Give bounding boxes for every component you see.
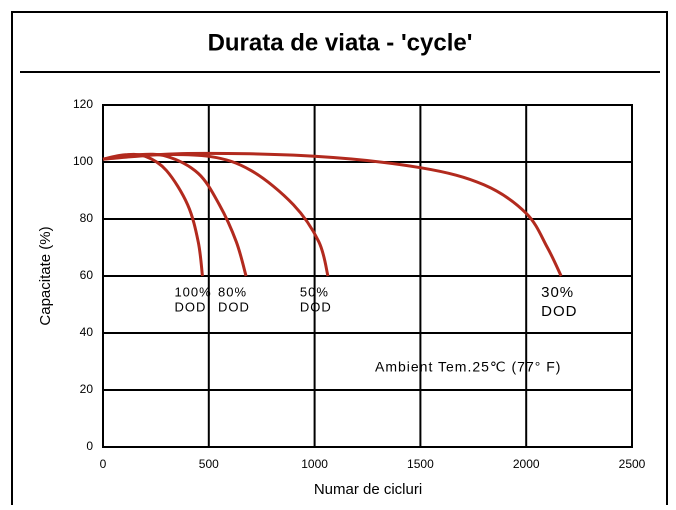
chart-title: Durata de viata - 'cycle' [208,29,473,56]
y-tick-label: 40 [80,325,94,339]
annotation: DOD [541,303,577,320]
x-tick-label: 2000 [513,457,540,471]
x-tick-label: 1000 [301,457,328,471]
y-tick-label: 20 [80,382,94,396]
y-tick-label: 80 [80,211,94,225]
x-tick-label: 1500 [407,457,434,471]
annotation: 100% [174,284,211,299]
y-tick-label: 100 [73,154,93,168]
y-axis-label: Capacitate (%) [37,226,54,325]
annotation: DOD [300,299,332,314]
curve [102,151,563,277]
curve [102,152,248,277]
annotation: 50% [300,284,329,299]
y-tick-label: 0 [86,439,93,453]
curve [102,152,330,277]
x-tick-label: 2500 [619,457,646,471]
x-tick-label: 500 [199,457,219,471]
annotation: DOD [174,299,206,314]
curve [102,152,204,277]
annotation: DOD [218,299,250,314]
note: Ambient Tem.25℃ (77° F) [375,359,561,375]
x-axis-label: Numar de cicluri [314,481,422,498]
annotation: 30% [541,284,574,301]
y-tick-label: 60 [80,268,94,282]
y-tick-label: 120 [73,97,93,111]
frame [11,11,668,510]
annotation: 80% [218,284,247,299]
x-tick-label: 0 [100,457,107,471]
